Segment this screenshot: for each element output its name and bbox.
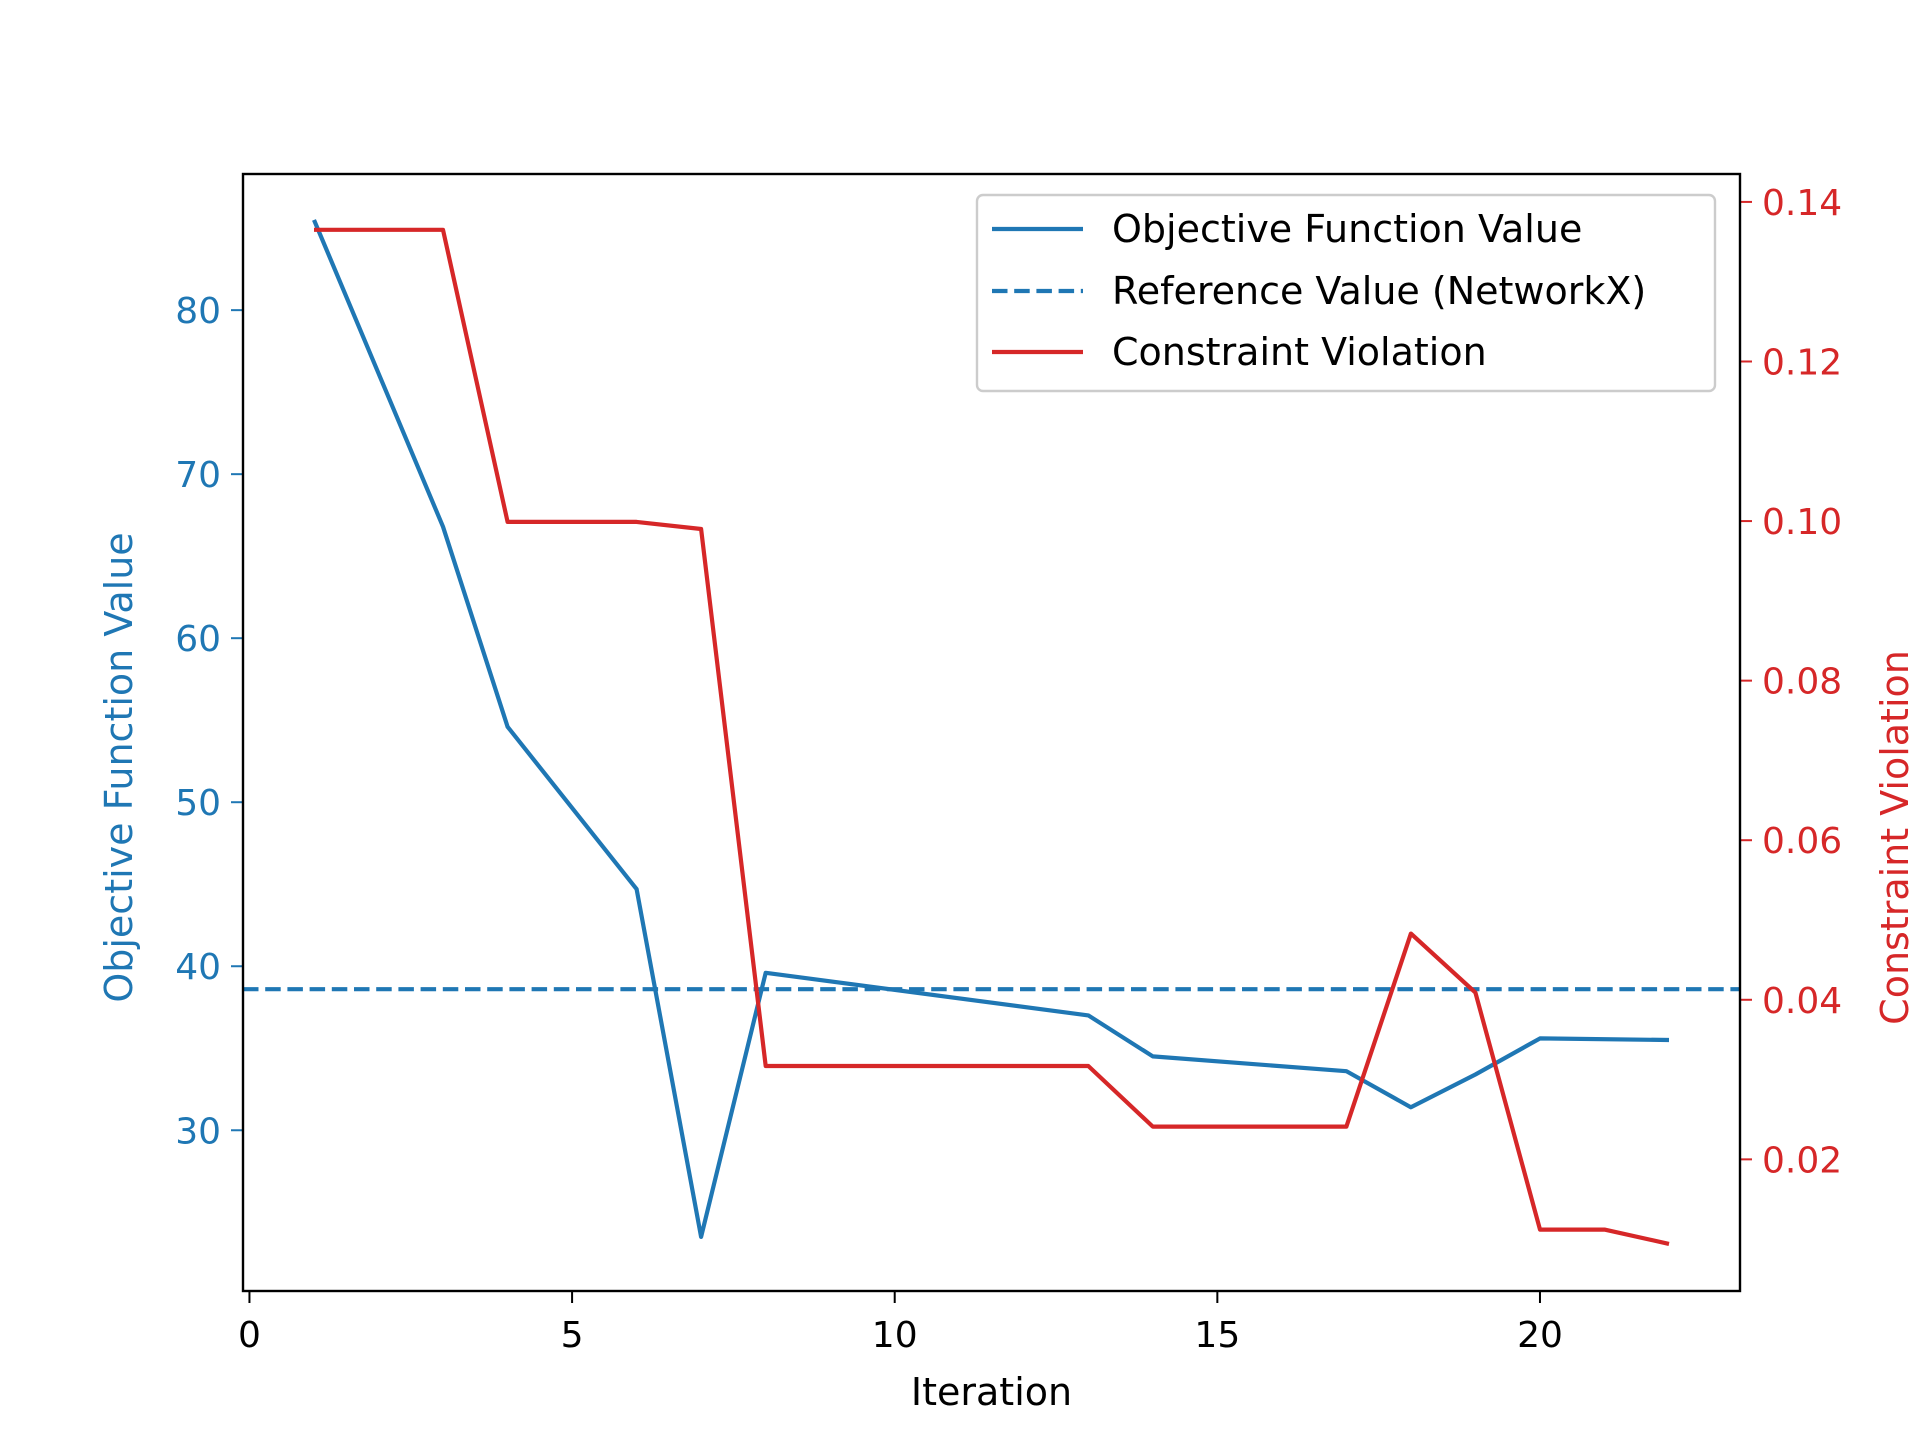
plot-frame: [241, 172, 1742, 1293]
x-tick-label: 5: [561, 1315, 584, 1356]
x-tick-label: 0: [238, 1315, 261, 1356]
y-left-tick-label: 40: [175, 947, 221, 988]
legend-label-objective: Objective Function Value: [1112, 207, 1582, 251]
y-right-tick-label: 0.06: [1762, 821, 1842, 862]
y-left-tick-label: 30: [175, 1111, 221, 1152]
series-line-2: [314, 227, 1670, 1246]
y-right-tick-label: 0.04: [1762, 981, 1842, 1022]
x-axis-label: Iteration: [911, 1370, 1072, 1414]
x-tick-label: 20: [1517, 1315, 1563, 1356]
x-tick-label: 10: [872, 1315, 918, 1356]
ticks-layer: 0 5 10 15 20 30 40 50 60 70 80 0.02 0.04 0.06 0.08 0.10…: [175, 183, 1842, 1356]
series-layer: [243, 219, 1740, 1246]
y-right-tick-label: 0.14: [1762, 183, 1842, 224]
y-right-tick-label: 0.12: [1762, 342, 1842, 383]
y-left-tick-label: 80: [175, 291, 221, 332]
y-left-tick-label: 70: [175, 455, 221, 496]
legend-label-constraint: Constraint Violation: [1112, 330, 1487, 374]
legend-label-reference: Reference Value (NetworkX): [1112, 269, 1646, 313]
series-line-0: [312, 219, 1670, 1240]
y-axis-left-label: Objective Function Value: [97, 532, 141, 1002]
y-axis-right-label: Constraint Violation: [1873, 650, 1917, 1025]
y-right-tick-label: 0.02: [1762, 1140, 1842, 1181]
y-right-tick-label: 0.08: [1762, 662, 1842, 703]
y-left-tick-label: 60: [175, 619, 221, 660]
x-tick-label: 15: [1194, 1315, 1240, 1356]
y-right-tick-label: 0.10: [1762, 502, 1842, 543]
y-left-tick-label: 50: [175, 783, 221, 824]
legend: Objective Function Value Reference Value…: [975, 193, 1717, 393]
legend-box: [975, 193, 1717, 393]
